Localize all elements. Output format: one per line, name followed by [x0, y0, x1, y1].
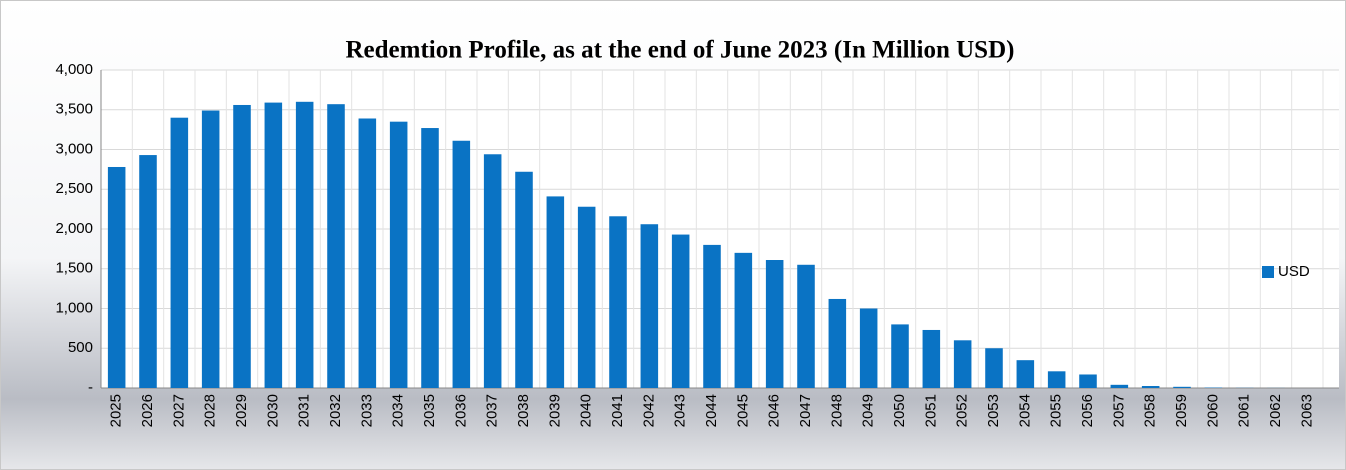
x-tick-label: 2051	[922, 394, 939, 427]
chart-title: Redemtion Profile, as at the end of June…	[346, 37, 1015, 64]
bar	[452, 140, 471, 388]
bar	[922, 329, 941, 388]
x-tick-label: 2052	[954, 394, 971, 427]
x-tick-label: 2031	[296, 394, 313, 427]
bar	[264, 102, 283, 388]
x-tick-label: 2034	[390, 394, 407, 427]
x-tick-label: 2035	[421, 394, 438, 427]
bar	[515, 171, 533, 388]
bar	[577, 206, 596, 388]
x-tick-label: 2029	[233, 394, 250, 427]
x-tick-label: 2057	[1110, 394, 1127, 427]
x-tick-label: 2053	[985, 394, 1002, 427]
bar	[1110, 384, 1129, 388]
x-tick-label: 2041	[609, 394, 626, 427]
bar	[389, 121, 408, 389]
legend-swatch	[1262, 266, 1274, 278]
x-tick-label: 2037	[484, 394, 501, 427]
y-tick-label: 3,000	[55, 140, 93, 157]
bar	[671, 234, 690, 388]
bar	[483, 154, 502, 388]
bar	[201, 110, 220, 389]
x-tick-label: 2046	[766, 394, 783, 427]
x-tick-label: 2054	[1016, 394, 1033, 427]
bar	[985, 348, 1003, 388]
x-tick-label: 2063	[1298, 394, 1315, 427]
x-tick-label: 2058	[1142, 394, 1159, 427]
x-tick-label: 2050	[891, 394, 908, 427]
x-tick-label: 2025	[108, 394, 125, 427]
x-tick-label: 2043	[672, 394, 689, 427]
bar	[1079, 374, 1097, 388]
y-tick-label: -	[88, 379, 93, 396]
bar	[358, 118, 377, 389]
bar	[797, 264, 815, 388]
y-tick-label: 2,000	[55, 220, 93, 237]
x-tick-label: 2047	[797, 394, 814, 427]
bar	[327, 104, 345, 388]
x-tick-label: 2044	[703, 394, 720, 427]
bar	[139, 155, 157, 388]
bar	[891, 324, 909, 388]
x-tick-label: 2061	[1236, 394, 1253, 427]
bar	[953, 340, 972, 388]
x-tick-label: 2048	[828, 394, 845, 427]
bar	[1141, 386, 1160, 388]
x-tick-label: 2027	[170, 394, 187, 427]
bar	[1047, 371, 1066, 388]
y-tick-label: 1,000	[55, 299, 93, 316]
bar	[295, 101, 314, 389]
bar	[640, 224, 659, 388]
bar	[609, 216, 627, 388]
bar	[421, 128, 439, 388]
x-tick-label: 2059	[1173, 394, 1190, 427]
y-tick-label: 1,500	[55, 260, 93, 277]
x-tick-label: 2060	[1204, 394, 1221, 427]
y-tick-label: 500	[68, 339, 93, 356]
x-tick-label: 2045	[734, 394, 751, 427]
bar	[546, 196, 565, 388]
x-tick-label: 2039	[546, 394, 563, 427]
bar	[1173, 386, 1191, 388]
bar	[765, 260, 784, 388]
bar	[828, 298, 847, 388]
x-tick-label: 2040	[578, 394, 595, 427]
x-tick-label: 2038	[515, 394, 532, 427]
x-tick-label: 2055	[1048, 394, 1065, 427]
x-tick-label: 2032	[327, 394, 344, 427]
y-tick-label: 3,500	[55, 101, 93, 118]
x-tick-label: 2049	[860, 394, 877, 427]
y-tick-label: 2,500	[55, 180, 93, 197]
legend-label: USD	[1278, 263, 1310, 280]
x-tick-label: 2056	[1079, 394, 1096, 427]
bar	[170, 117, 189, 388]
x-tick-label: 2030	[264, 394, 281, 427]
x-tick-label: 2042	[640, 394, 657, 427]
x-tick-label: 2033	[358, 394, 375, 427]
bar	[703, 244, 721, 388]
bar	[734, 252, 753, 388]
x-tick-label: 2036	[452, 394, 469, 427]
bar	[233, 104, 251, 388]
x-tick-label: 2026	[139, 394, 156, 427]
x-tick-label: 2028	[202, 394, 219, 427]
x-tick-label: 2062	[1267, 394, 1284, 427]
bar	[107, 166, 126, 388]
y-tick-label: 4,000	[55, 61, 93, 78]
bar	[859, 308, 878, 388]
bar	[1016, 360, 1035, 388]
